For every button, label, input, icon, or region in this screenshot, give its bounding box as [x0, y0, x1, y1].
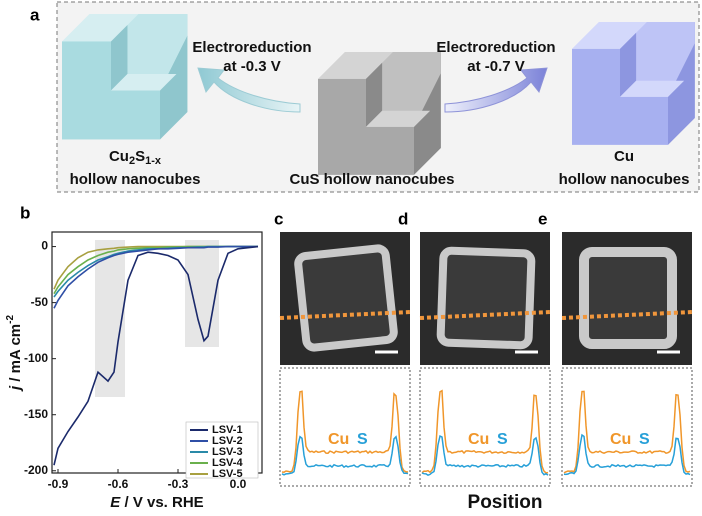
profile-line	[421, 389, 549, 474]
scan-line	[561, 310, 693, 320]
x-tick-label: -0.6	[108, 477, 129, 491]
panel-label: c	[274, 209, 283, 228]
cube-notch	[366, 52, 441, 127]
caption: hollow nanocubes	[559, 171, 690, 188]
scan-line	[419, 310, 551, 320]
highlight	[95, 240, 125, 397]
nanocube-shell	[294, 244, 398, 352]
legend-label: LSV-2	[212, 435, 243, 447]
cube-notch	[111, 14, 188, 91]
panel-label: d	[398, 209, 408, 228]
nanocube-shell	[579, 247, 677, 349]
cube-notch-floor	[111, 73, 177, 91]
legend-label: LSV-4	[212, 457, 243, 469]
lsv-line	[53, 245, 259, 466]
y-tick-label: -100	[24, 351, 48, 365]
y-tick-label: 0	[41, 239, 48, 253]
cubes	[62, 14, 695, 175]
axis-text: / V vs. RHE	[120, 494, 203, 511]
axis-sup: -2	[5, 315, 16, 324]
profile-line	[421, 435, 549, 477]
axis-text: / mA cm	[7, 324, 24, 386]
element-label: Cu	[328, 431, 349, 448]
element-label: S	[639, 431, 650, 448]
cube-notch	[620, 22, 695, 97]
nanocube-shell	[436, 246, 536, 350]
formula: Cu2S1-x	[109, 148, 162, 167]
y-axis-label: j / mA cm-2	[5, 315, 24, 392]
profile-frame	[561, 367, 693, 487]
cube-notch-wall	[620, 32, 637, 97]
y-tick-label: -50	[31, 295, 49, 309]
element-label: Cu	[468, 431, 489, 448]
caption: hollow nanocubes	[70, 171, 201, 188]
caption: CuS hollow nanocubes	[289, 171, 454, 188]
legend-box	[185, 421, 259, 479]
y-tick-label: -200	[24, 463, 48, 477]
x-tick-label: -0.3	[168, 477, 189, 491]
y-tick-label: -150	[24, 407, 48, 421]
position-label: Position	[468, 492, 543, 513]
formula-part: 2	[129, 155, 135, 167]
profiles: Cu S Cu S Cu S	[279, 232, 693, 487]
scan-line	[279, 310, 411, 320]
cube-notch-floor	[366, 110, 431, 127]
legend-label: LSV-1	[212, 424, 243, 436]
x-axis-label: E / V vs. RHE	[110, 494, 203, 511]
arrow	[197, 67, 301, 113]
formula: Cu	[614, 148, 634, 165]
formula-part: Cu	[109, 148, 129, 165]
legend-label: LSV-5	[212, 468, 243, 480]
profile-frame	[279, 367, 411, 487]
cube-notch-wall	[111, 24, 128, 91]
lsv-line	[53, 245, 258, 309]
panel-label: e	[538, 209, 547, 228]
panel-label: b	[20, 203, 30, 222]
highlight	[185, 240, 219, 347]
cube-notch-floor	[620, 80, 685, 97]
profile-line	[281, 390, 409, 473]
x-tick-label: -0.9	[48, 477, 69, 491]
step-label: at -0.7 V	[467, 58, 525, 75]
arrow	[444, 67, 548, 113]
element-label: Cu	[610, 431, 631, 448]
lsv-chart: -0.9 -0.6 -0.3 0.00-50-100-150-200LSV-1LSV-…	[5, 231, 263, 511]
axis-symbol: E	[110, 494, 121, 511]
profile-line	[563, 433, 691, 476]
profile-frame	[419, 367, 551, 487]
legend-label: LSV-3	[212, 446, 243, 458]
profile-line	[563, 390, 691, 474]
step-label: at -0.3 V	[223, 58, 281, 75]
element-label: S	[357, 431, 368, 448]
step-label: Electroreduction	[192, 39, 311, 56]
cube-notch-wall	[366, 62, 383, 127]
profile-line	[281, 435, 409, 476]
step-label: Electroreduction	[436, 39, 555, 56]
formula-part: 1-x	[145, 155, 162, 167]
element-label: S	[497, 431, 508, 448]
formula-part: S	[135, 148, 145, 165]
axis-symbol: j	[7, 385, 24, 392]
panel-label: a	[30, 5, 40, 24]
plot-frame	[51, 231, 263, 474]
x-tick-label: 0.0	[230, 477, 247, 491]
